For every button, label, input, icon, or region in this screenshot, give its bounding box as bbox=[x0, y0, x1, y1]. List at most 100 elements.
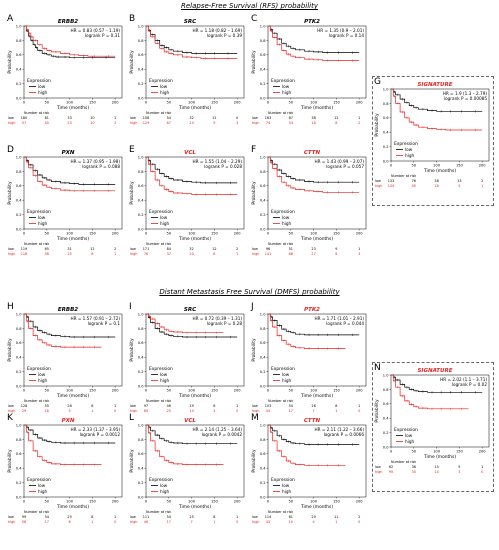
risk-value-low: 11 bbox=[212, 116, 216, 120]
x-tick-label: 100 bbox=[310, 101, 318, 105]
risk-value-high: 0 bbox=[114, 409, 116, 413]
legend-title: Expression bbox=[394, 141, 418, 147]
hazard-ratio: HR = 1.43 (0.99 – 2.07) bbox=[314, 159, 364, 164]
risk-value-high: 25 bbox=[167, 409, 171, 413]
y-tick-label: 0.0 bbox=[383, 445, 389, 449]
risk-value-high: 14 bbox=[434, 470, 438, 474]
km-panel-g: G SIGNATURE 0.0 0.2 0.4 0.6 0.8 1.0 0 50 100 150 200… bbox=[372, 76, 494, 206]
risk-value-high: 24 bbox=[189, 252, 193, 256]
y-tick-label: 0.6 bbox=[138, 184, 144, 188]
y-tick-label: 0.8 bbox=[138, 39, 144, 43]
legend-label-high: high bbox=[405, 439, 414, 444]
y-tick-label: 0.0 bbox=[383, 159, 389, 163]
x-tick-label: 150 bbox=[333, 500, 341, 504]
legend-title: Expression bbox=[271, 477, 295, 483]
km-panel-h: H ERBB2 0.0 0.2 0.4 0.6 0.8 1.0 0 50 100 150 200 Time… bbox=[6, 302, 126, 430]
x-tick-label: 100 bbox=[66, 101, 74, 105]
risk-table-title: Number at risk bbox=[268, 510, 293, 514]
risk-row-label-high: high bbox=[252, 121, 259, 125]
x-tick-label: 200 bbox=[356, 101, 364, 105]
legend-title: Expression bbox=[394, 427, 418, 433]
risk-value-low: 15 bbox=[434, 465, 438, 469]
y-tick-label: 0.6 bbox=[260, 341, 266, 345]
risk-value-low: 2 bbox=[114, 247, 116, 251]
risk-value-low: 1 bbox=[358, 247, 360, 251]
legend-label-low: low bbox=[160, 372, 168, 377]
risk-value-high: 3 bbox=[236, 121, 238, 125]
y-tick-label: 0.2 bbox=[16, 370, 22, 374]
risk-value-high: 9 bbox=[213, 121, 215, 125]
legend-title: Expression bbox=[149, 209, 173, 215]
logrank-p: logrank P = 0.14 bbox=[329, 33, 364, 38]
x-tick-label: 50 bbox=[167, 232, 172, 236]
risk-value-low: 128 bbox=[21, 404, 27, 408]
y-axis-label: Probability bbox=[251, 181, 257, 205]
legend-label-low: low bbox=[282, 372, 290, 377]
y-tick-label: 0.4 bbox=[260, 356, 266, 360]
risk-value-high: 40 bbox=[45, 121, 49, 125]
risk-row-label-low: low bbox=[252, 515, 258, 519]
risk-value-high: 46 bbox=[144, 520, 148, 524]
series-line-high bbox=[146, 156, 238, 195]
risk-value-low: 28 bbox=[67, 404, 71, 408]
risk-value-high: 0 bbox=[481, 470, 483, 474]
risk-value-high: 18 bbox=[311, 121, 315, 125]
x-tick-label: 100 bbox=[188, 101, 196, 105]
x-tick-label: 50 bbox=[289, 101, 294, 105]
gene-title: SRC bbox=[184, 19, 196, 25]
risk-value-low: 46 bbox=[167, 404, 171, 408]
risk-value-low: 36 bbox=[412, 465, 416, 469]
y-tick-label: 0.2 bbox=[383, 431, 389, 435]
risk-value-high: 118 bbox=[21, 252, 27, 256]
x-tick-label: 150 bbox=[89, 500, 97, 504]
y-tick-label: 0.8 bbox=[260, 327, 266, 331]
legend-title: Expression bbox=[271, 78, 295, 84]
risk-value-low: 103 bbox=[265, 404, 271, 408]
hazard-ratio: HR = 0.72 (0.39 – 1.31) bbox=[192, 316, 242, 321]
km-chart-a: A ERBB2 0.0 0.2 0.4 0.6 0.8 1.0 0 50 100 150 200 Time… bbox=[7, 14, 123, 125]
gene-title: ERBB2 bbox=[58, 19, 78, 25]
km-panel-b: B SRC 0.0 0.2 0.4 0.6 0.8 1.0 0 50 100 150 200 Time (… bbox=[128, 14, 248, 142]
legend-title: Expression bbox=[271, 209, 295, 215]
logrank-p: logrank P = 0.28 bbox=[207, 321, 242, 326]
y-tick-label: 0.4 bbox=[260, 199, 266, 203]
panel-letter: J bbox=[250, 302, 254, 312]
hazard-ratio: HR = 2.33 (1.37 – 3.95) bbox=[70, 427, 120, 432]
x-axis-label: Time (months) bbox=[178, 504, 211, 510]
risk-value-high: 34 bbox=[289, 121, 293, 125]
x-tick-label: 150 bbox=[333, 389, 341, 393]
y-tick-label: 0.2 bbox=[16, 82, 22, 86]
risk-value-high: 0 bbox=[114, 520, 116, 524]
legend-title: Expression bbox=[271, 366, 295, 372]
x-tick-label: 50 bbox=[45, 389, 50, 393]
risk-value-low: 81 bbox=[45, 116, 49, 120]
risk-table-title: Number at risk bbox=[146, 510, 171, 514]
km-chart-k: K PXN 0.0 0.2 0.4 0.6 0.8 1.0 0 50 100 150 200 Time (… bbox=[7, 413, 123, 524]
x-axis-label: Time (months) bbox=[56, 236, 89, 242]
y-tick-label: 1.0 bbox=[16, 312, 22, 316]
gene-title: SIGNATURE bbox=[417, 368, 452, 374]
gene-title: VCL bbox=[184, 150, 196, 156]
risk-value-low: 99 bbox=[22, 515, 26, 519]
x-tick-label: 150 bbox=[333, 101, 341, 105]
risk-value-low: 32 bbox=[189, 116, 193, 120]
y-tick-label: 0.8 bbox=[260, 170, 266, 174]
risk-value-low: 5 bbox=[458, 465, 460, 469]
risk-value-low: 9 bbox=[335, 247, 337, 251]
x-tick-label: 50 bbox=[289, 389, 294, 393]
panel-letter: M bbox=[251, 413, 259, 423]
x-tick-label: 0 bbox=[145, 389, 148, 393]
risk-value-high: 141 bbox=[265, 252, 271, 256]
risk-value-high: 1 bbox=[91, 520, 93, 524]
panel-letter: D bbox=[7, 145, 14, 155]
risk-table-title: Number at risk bbox=[146, 111, 171, 115]
legend-label-high: high bbox=[38, 90, 47, 95]
risk-value-high: 4 bbox=[312, 520, 314, 524]
risk-value-high: 0 bbox=[236, 409, 238, 413]
series-line-high bbox=[146, 313, 224, 334]
x-tick-label: 100 bbox=[66, 389, 74, 393]
x-tick-label: 200 bbox=[112, 101, 120, 105]
x-tick-label: 0 bbox=[145, 500, 148, 504]
x-tick-label: 200 bbox=[479, 164, 487, 168]
y-tick-label: 0.4 bbox=[16, 68, 22, 72]
